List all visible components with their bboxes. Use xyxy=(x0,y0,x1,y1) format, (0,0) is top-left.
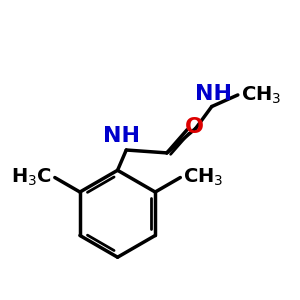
Text: NH: NH xyxy=(103,126,140,146)
Text: H$_3$C: H$_3$C xyxy=(11,167,52,188)
Text: CH$_3$: CH$_3$ xyxy=(183,167,224,188)
Text: NH: NH xyxy=(195,84,232,103)
Text: CH$_3$: CH$_3$ xyxy=(241,84,281,106)
Text: O: O xyxy=(185,117,204,137)
